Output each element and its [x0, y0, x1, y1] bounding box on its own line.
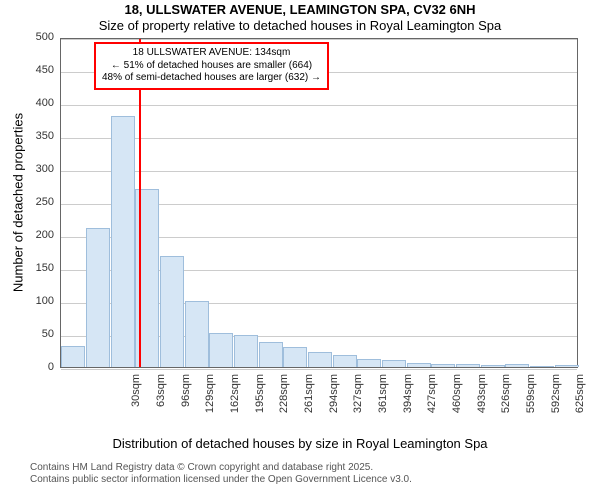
histogram-bar [283, 347, 307, 367]
histogram-bar [259, 342, 283, 367]
x-tick-label: 195sqm [254, 374, 266, 434]
x-tick-label: 427sqm [426, 374, 438, 434]
y-tick-label: 50 [14, 328, 54, 340]
histogram-bar [555, 365, 579, 367]
histogram-bar [86, 228, 110, 367]
y-tick-label: 400 [14, 97, 54, 109]
x-tick-label: 460sqm [451, 374, 463, 434]
histogram-bar [61, 346, 85, 367]
histogram-bar [382, 360, 406, 367]
y-tick-label: 300 [14, 163, 54, 175]
x-tick-label: 63sqm [155, 374, 167, 434]
histogram-bar [111, 116, 135, 367]
y-tick-label: 450 [14, 64, 54, 76]
y-tick-label: 500 [14, 31, 54, 43]
chart-title: 18, ULLSWATER AVENUE, LEAMINGTON SPA, CV… [0, 2, 600, 17]
footer-line-1: Contains HM Land Registry data © Crown c… [30, 462, 600, 474]
histogram-bar [530, 366, 554, 367]
x-tick-label: 625sqm [574, 374, 586, 434]
annotation-line: 18 ULLSWATER AVENUE: 134sqm [102, 47, 321, 60]
y-tick-label: 150 [14, 262, 54, 274]
x-tick-label: 96sqm [180, 374, 192, 434]
x-tick-label: 294sqm [328, 374, 340, 434]
histogram-bar [505, 364, 529, 367]
histogram-bar [431, 364, 455, 367]
histogram-bar [308, 352, 332, 367]
annotation-line: ← 51% of detached houses are smaller (66… [102, 60, 321, 73]
histogram-bar [456, 364, 480, 367]
x-tick-label: 228sqm [278, 374, 290, 434]
x-tick-label: 559sqm [525, 374, 537, 434]
y-tick-label: 100 [14, 295, 54, 307]
y-tick-label: 0 [14, 361, 54, 373]
y-tick-label: 200 [14, 229, 54, 241]
histogram-bar [185, 301, 209, 367]
x-tick-label: 394sqm [402, 374, 414, 434]
histogram-bar [234, 335, 258, 367]
x-tick-label: 493sqm [476, 374, 488, 434]
histogram-bar [407, 363, 431, 367]
x-tick-label: 261sqm [303, 374, 315, 434]
chart-root: 18, ULLSWATER AVENUE, LEAMINGTON SPA, CV… [0, 0, 600, 500]
histogram-bar [209, 333, 233, 367]
histogram-bar [481, 365, 505, 367]
annotation-box: 18 ULLSWATER AVENUE: 134sqm← 51% of deta… [94, 42, 329, 90]
footer-line-2: Contains public sector information licen… [30, 474, 600, 486]
x-tick-label: 327sqm [352, 374, 364, 434]
x-axis-title: Distribution of detached houses by size … [0, 436, 600, 451]
x-tick-label: 526sqm [500, 374, 512, 434]
histogram-bar [357, 359, 381, 367]
histogram-bar [333, 355, 357, 367]
footer-attribution: Contains HM Land Registry data © Crown c… [0, 462, 600, 486]
x-tick-label: 592sqm [550, 374, 562, 434]
gridline [61, 369, 577, 370]
y-tick-label: 250 [14, 196, 54, 208]
annotation-line: 48% of semi-detached houses are larger (… [102, 72, 321, 85]
x-tick-label: 361sqm [377, 374, 389, 434]
chart-subtitle: Size of property relative to detached ho… [0, 18, 600, 33]
x-tick-label: 162sqm [229, 374, 241, 434]
x-tick-label: 30sqm [130, 374, 142, 434]
histogram-bar [160, 256, 184, 367]
x-tick-label: 129sqm [204, 374, 216, 434]
y-tick-label: 350 [14, 130, 54, 142]
